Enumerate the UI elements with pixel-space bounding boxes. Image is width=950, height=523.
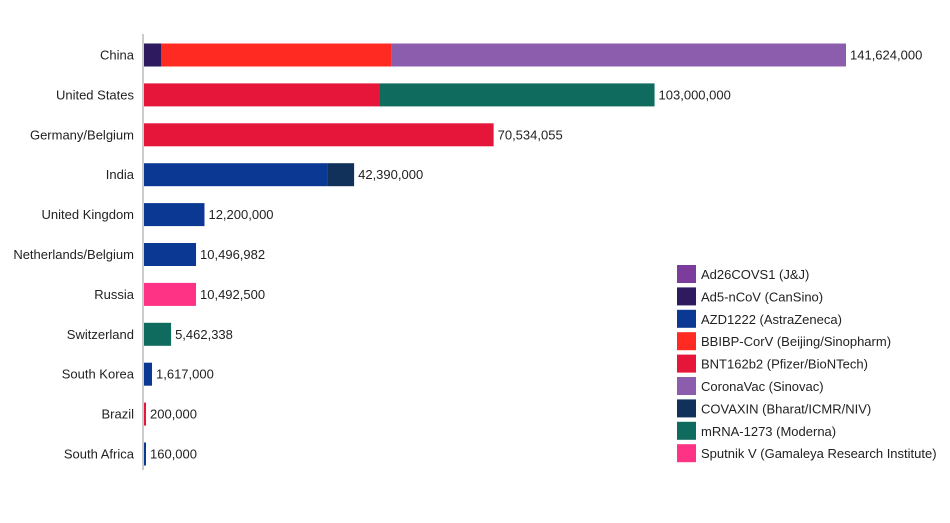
bar-segment-switzerland-7 <box>144 322 172 346</box>
legend-item-4: BNT162b2 (Pfizer/BioNTech) <box>677 354 868 373</box>
bar-segment-united-states-4 <box>144 83 380 107</box>
legend: Ad26COVS1 (J&J) Ad5-nCoV (CanSino) AZD1222… <box>677 265 937 463</box>
legend-label-0: Ad26COVS1 (J&J) <box>701 267 809 282</box>
legend-item-3: BBIBP-CorV (Beijing/Sinopharm) <box>677 332 891 351</box>
legend-label-8: Sputnik V (Gamaleya Research Institute) <box>701 446 937 461</box>
data-label-china: 141,624,000 <box>850 48 922 63</box>
legend-item-5: CoronaVac (Sinovac) <box>677 377 824 395</box>
data-label-south-africa: 160,000 <box>150 447 197 462</box>
data-label-south-korea: 1,617,000 <box>156 367 214 382</box>
bar-segment-china-3 <box>161 43 392 67</box>
bar-segment-india-6 <box>327 163 355 187</box>
legend-swatch-8 <box>677 444 696 463</box>
category-label-south-africa: South Africa <box>64 447 135 462</box>
category-label-russia: Russia <box>94 287 135 302</box>
category-label-india: India <box>106 167 135 182</box>
data-label-switzerland: 5,462,338 <box>175 327 233 342</box>
labels-layer: China 141,624,000 United States 103,000,000… <box>13 48 922 462</box>
category-label-united-states: United States <box>56 87 135 102</box>
legend-swatch-6 <box>677 399 696 418</box>
bar-segment-china-5 <box>391 43 846 67</box>
data-label-brazil: 200,000 <box>150 407 197 422</box>
bar-segment-brazil-4 <box>144 402 146 426</box>
legend-item-6: COVAXIN (Bharat/ICMR/NIV) <box>677 399 871 418</box>
legend-swatch-2 <box>677 309 696 328</box>
bar-segment-germany-belgium-4 <box>144 123 494 147</box>
legend-item-7: mRNA-1273 (Moderna) <box>677 421 836 440</box>
legend-label-1: Ad5-nCoV (CanSino) <box>701 289 823 304</box>
data-label-germany-belgium: 70,534,055 <box>498 127 563 142</box>
category-label-brazil: Brazil <box>101 407 134 422</box>
legend-swatch-4 <box>677 354 696 373</box>
bar-segment-russia-8 <box>144 282 197 306</box>
legend-label-2: AZD1222 (AstraZeneca) <box>701 312 842 327</box>
bar-segment-south-africa-2 <box>144 442 146 466</box>
legend-item-1: Ad5-nCoV (CanSino) <box>677 287 823 306</box>
legend-label-4: BNT162b2 (Pfizer/BioNTech) <box>701 357 868 372</box>
bar-segment-south-korea-2 <box>144 362 153 386</box>
legend-swatch-7 <box>677 421 696 440</box>
legend-label-5: CoronaVac (Sinovac) <box>701 379 824 394</box>
data-label-russia: 10,492,500 <box>200 287 265 302</box>
category-label-netherlands-belgium: Netherlands/Belgium <box>13 247 134 262</box>
legend-swatch-5 <box>677 377 696 395</box>
legend-label-3: BBIBP-CorV (Beijing/Sinopharm) <box>701 334 891 349</box>
bar-segment-china-1 <box>144 43 162 67</box>
legend-swatch-0 <box>677 265 696 283</box>
legend-item-8: Sputnik V (Gamaleya Research Institute) <box>677 444 937 463</box>
bars-layer <box>144 43 846 466</box>
data-label-united-states: 103,000,000 <box>659 87 731 102</box>
legend-label-6: COVAXIN (Bharat/ICMR/NIV) <box>701 401 871 416</box>
bar-segment-india-2 <box>144 163 328 187</box>
data-label-netherlands-belgium: 10,496,982 <box>200 247 265 262</box>
legend-item-0: Ad26COVS1 (J&J) <box>677 265 809 283</box>
category-label-united-kingdom: United Kingdom <box>42 207 135 222</box>
data-label-united-kingdom: 12,200,000 <box>208 207 273 222</box>
bar-segment-united-kingdom-2 <box>144 203 205 227</box>
category-label-germany-belgium: Germany/Belgium <box>30 127 134 142</box>
category-label-switzerland: Switzerland <box>67 327 134 342</box>
bar-segment-netherlands-belgium-2 <box>144 243 197 266</box>
legend-swatch-1 <box>677 287 696 306</box>
bar-segment-united-states-7 <box>379 83 655 107</box>
data-label-india: 42,390,000 <box>358 167 423 182</box>
category-label-south-korea: South Korea <box>62 367 135 382</box>
category-label-china: China <box>100 48 135 63</box>
legend-label-7: mRNA-1273 (Moderna) <box>701 424 836 439</box>
legend-swatch-3 <box>677 332 696 351</box>
legend-item-2: AZD1222 (AstraZeneca) <box>677 309 842 328</box>
